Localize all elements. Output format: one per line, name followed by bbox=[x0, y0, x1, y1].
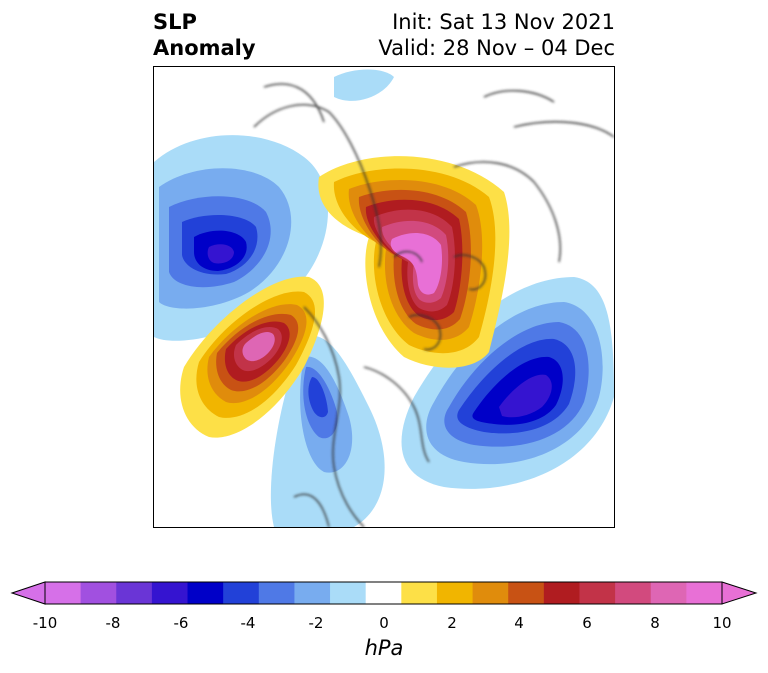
colorbar-segment bbox=[650, 582, 687, 604]
colorbar-segment bbox=[615, 582, 652, 604]
tick-label: -10 bbox=[32, 614, 58, 632]
pacific-low-center bbox=[207, 244, 234, 264]
tick-label: -2 bbox=[308, 614, 324, 632]
colorbar-segment bbox=[187, 582, 224, 604]
na-low-core bbox=[308, 377, 328, 418]
colorbar-segment bbox=[579, 582, 616, 604]
colorbar-segment bbox=[45, 582, 82, 604]
positive-anomaly-regions bbox=[180, 156, 510, 438]
colorbar-segment bbox=[543, 582, 580, 604]
tick-label: 4 bbox=[514, 614, 524, 632]
date-info: Init: Sat 13 Nov 2021 Valid: 28 Nov – 04… bbox=[378, 9, 615, 61]
arctic-low bbox=[334, 69, 394, 101]
tick-label: 10 bbox=[712, 614, 732, 632]
colorbar-segment bbox=[508, 582, 545, 604]
colorbar-segment bbox=[116, 582, 153, 604]
init-date: Init: Sat 13 Nov 2021 bbox=[392, 10, 615, 34]
atlantic-low-center bbox=[499, 374, 552, 418]
tick-label: -8 bbox=[105, 614, 121, 632]
colorbar-segment bbox=[436, 582, 474, 604]
title-line-slp: SLP bbox=[153, 10, 197, 34]
tick-label: 6 bbox=[582, 614, 592, 632]
colorbar-segment bbox=[294, 582, 331, 604]
tick-label: -6 bbox=[173, 614, 189, 632]
valid-date-range: Valid: 28 Nov – 04 Dec bbox=[378, 36, 615, 60]
colorbar-segment bbox=[686, 582, 723, 604]
colorbar-segment bbox=[258, 582, 295, 604]
nw-high-core bbox=[390, 233, 443, 295]
colorbar-extend-low bbox=[10, 581, 46, 605]
colorbar-segment bbox=[151, 582, 189, 604]
colorbar-segment bbox=[80, 582, 117, 604]
colorbar-segment bbox=[223, 582, 260, 604]
tick-label: -4 bbox=[240, 614, 256, 632]
slp-anomaly-map bbox=[154, 69, 614, 527]
tick-label: 2 bbox=[447, 614, 457, 632]
coastlines bbox=[253, 83, 614, 527]
pacific-high-core bbox=[242, 332, 275, 362]
colorbar-border bbox=[44, 581, 723, 605]
map-panel bbox=[153, 66, 615, 528]
colorbar bbox=[10, 581, 758, 605]
colorbar-segment bbox=[401, 582, 438, 604]
map-title: SLP Anomaly bbox=[153, 9, 256, 61]
colorbar-segment bbox=[330, 582, 367, 604]
tick-label: 0 bbox=[379, 614, 389, 632]
negative-anomaly-regions bbox=[154, 69, 614, 527]
tick-label: 8 bbox=[650, 614, 660, 632]
colorbar-extend-high bbox=[721, 581, 758, 605]
colorbar-unit-label: hPa bbox=[364, 636, 404, 660]
title-line-anomaly: Anomaly bbox=[153, 36, 256, 60]
colorbar-segment bbox=[365, 582, 402, 604]
colorbar-segment bbox=[472, 582, 509, 604]
